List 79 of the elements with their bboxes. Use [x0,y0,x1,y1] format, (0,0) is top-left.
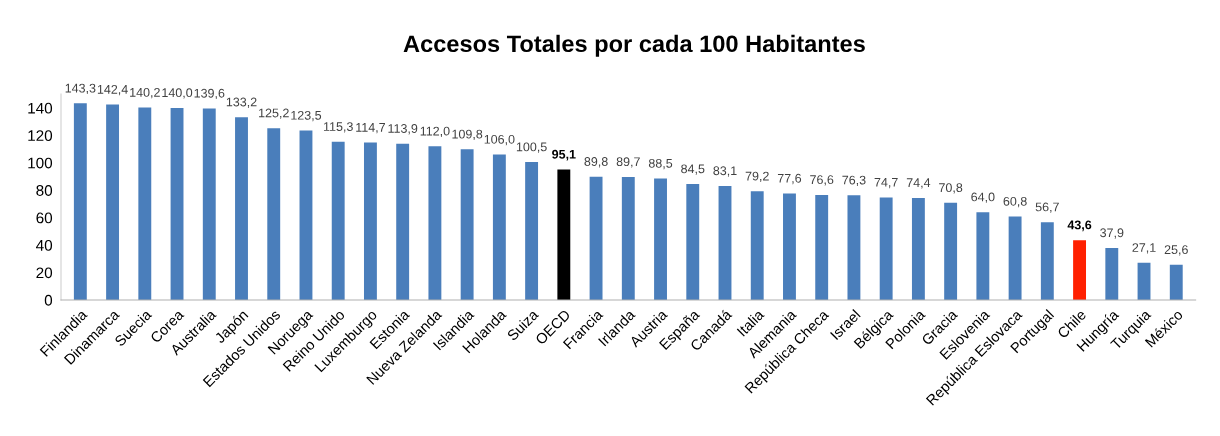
data-label: 43,6 [1067,220,1092,232]
data-label: 89,7 [616,157,640,168]
bar [202,108,216,300]
data-label: 133,2 [226,97,257,108]
y-tick-label: 80 [36,185,53,196]
data-label: 140,2 [130,87,160,99]
data-label: 112,0 [420,126,450,137]
y-tick-label: 0 [44,294,53,306]
bar [718,185,732,300]
data-label: 74,4 [906,178,931,189]
data-label: 56,7 [1035,202,1059,213]
bar [460,149,474,300]
bar [331,141,345,300]
bar [621,176,635,300]
data-label: 143,3 [65,83,96,95]
bar [363,142,377,300]
y-tick-label: 120 [28,130,53,142]
data-label: 113,9 [388,124,418,135]
bar [847,195,861,300]
bar [299,130,313,300]
bar [879,197,893,300]
data-label: 100,5 [516,142,547,153]
data-label: 76,3 [842,175,866,186]
data-label: 106,0 [484,134,515,146]
bar [750,191,764,300]
bar [170,107,184,300]
data-label: 25,6 [1164,245,1188,256]
data-label: 83,1 [713,166,737,177]
bar [1040,222,1054,300]
bar [1008,216,1022,300]
data-label: 89,8 [584,157,608,168]
y-tick-label: 140 [28,102,53,114]
data-label: 70,8 [939,183,963,194]
data-label: 95,1 [552,149,576,161]
bar [911,197,925,300]
data-label: 76,6 [810,175,834,186]
bar [1169,264,1183,300]
bar [267,128,281,300]
y-tick-label: 20 [36,267,53,279]
data-label: 114,7 [356,123,385,134]
bar [525,162,539,300]
y-tick-label: 40 [36,239,53,251]
y-tick-label: 60 [36,212,53,224]
y-tick-label: 100 [28,157,53,169]
data-label: 27,1 [1132,243,1156,254]
data-label: 74,7 [874,177,898,189]
data-label: 79,2 [745,171,769,182]
bar [815,194,829,300]
data-label: 142,4 [97,84,128,96]
bar [138,107,152,300]
bar [1137,262,1151,300]
bar [783,193,796,300]
data-label: 77,6 [777,173,802,185]
data-label: 140,0 [162,88,193,99]
bar [944,202,958,300]
bar [1105,247,1119,300]
data-label: 125,2 [259,108,289,119]
data-label: 84,5 [681,164,705,175]
data-label: 60,8 [1003,196,1027,208]
bar [235,117,248,300]
bar [557,169,571,300]
bar [589,176,603,300]
bar [396,143,410,300]
data-label: 123,5 [291,110,322,122]
bar [686,184,700,300]
bar [1073,240,1087,300]
data-label: 88,5 [648,158,673,170]
bar [492,154,506,300]
bar [654,178,667,300]
chart-title: Accesos Totales por cada 100 Habitantes [403,34,865,57]
bar [976,212,990,300]
data-label: 64,0 [971,192,995,203]
data-label: 139,6 [194,88,225,100]
bar [428,146,442,300]
data-label: 115,3 [323,122,353,133]
data-label: 37,9 [1100,228,1124,239]
data-label: 109,8 [452,129,483,140]
bar [73,103,87,300]
bar [106,104,120,300]
